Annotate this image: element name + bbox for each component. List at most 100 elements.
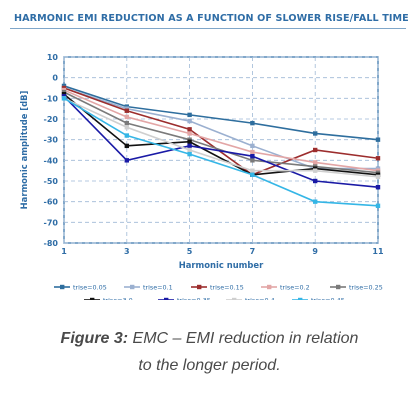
data-point [313, 199, 318, 204]
data-point [124, 158, 129, 163]
x-tick-label: 7 [250, 247, 256, 256]
series-line [63, 89, 379, 172]
series-layer [61, 83, 381, 208]
series-line [63, 87, 378, 170]
legend-swatch-marker [267, 284, 272, 290]
x-tick-label: 5 [187, 247, 193, 256]
legend-label: trise=0.15 [210, 283, 244, 291]
data-point [124, 114, 129, 120]
y-tick-label: -80 [44, 239, 59, 248]
legend-label: trise=0.05 [73, 283, 107, 291]
y-tick-label: 0 [52, 74, 58, 83]
data-point [250, 120, 255, 126]
legend-label: trise=0.45 [311, 296, 345, 300]
data-point [375, 156, 381, 161]
data-point [187, 143, 192, 149]
legend-entry: trise=0.25 [330, 283, 383, 291]
data-point [375, 203, 381, 208]
legend-swatch-marker [298, 297, 303, 300]
legend-label: trise=0.25 [349, 283, 383, 291]
series-line [63, 97, 379, 178]
y-tick-label: -60 [44, 198, 59, 207]
legend-label: trise=0.2 [280, 283, 310, 291]
legend-label: trise=0.1 [143, 283, 173, 291]
legend-swatch-marker [60, 284, 65, 290]
y-tick-label: -10 [44, 94, 59, 103]
figure-caption-line-1: Figure 3: EMC – EMI reduction in relatio… [0, 330, 419, 348]
legend-entry: trise=0.15 [191, 283, 244, 291]
legend-swatch-marker [130, 284, 135, 290]
data-point [187, 151, 192, 157]
data-point [124, 133, 129, 138]
axes: 10 0 -10 -20 -30 -40 -50 -60 -70 -801 3 5 7 9 11 [44, 53, 384, 256]
data-point [187, 131, 192, 136]
legend-entry: trise=0.45 [292, 296, 345, 300]
legend-entry: trise=0.4 [226, 296, 275, 300]
legend-entry: trise=0.35 [158, 296, 211, 300]
data-point [124, 120, 129, 126]
chart-title: HARMONIC EMI REDUCTION AS A FUNCTION OF … [14, 13, 409, 24]
legend-swatch-marker [164, 297, 169, 300]
data-point [375, 185, 381, 190]
y-tick-label: -40 [44, 156, 59, 165]
data-point [375, 174, 381, 180]
legend-swatch-marker [232, 297, 237, 300]
x-tick-label: 3 [124, 247, 130, 256]
series-line [63, 91, 379, 174]
y-tick-label: -70 [44, 218, 59, 227]
data-point [250, 143, 255, 149]
data-point [187, 147, 192, 153]
data-point [250, 158, 255, 163]
legend-entry: trise=0.05 [54, 283, 107, 291]
data-point [313, 178, 318, 184]
series-line [63, 87, 379, 176]
line-chart: 10 0 -10 -20 -30 -40 -50 -60 -70 -801 3 5 7 9 11 trise… [19, 53, 384, 300]
data-point [61, 96, 67, 101]
y-axis-label: Harmonic amplitude [dB] [19, 90, 29, 209]
data-point [313, 131, 318, 136]
series-line [63, 93, 379, 176]
figure-caption-text: EMC – EMI reduction in relation [128, 330, 359, 347]
legend-swatch-marker [90, 297, 95, 300]
title-divider [10, 28, 406, 29]
legend-label: trise=0.4 [245, 296, 275, 300]
series-trise-0-45 [61, 96, 381, 208]
legend: trise=0.05 trise=0.1 trise=0.15 trise=0.2 tr… [54, 283, 383, 300]
figure-caption-line-2: to the longer period. [138, 357, 281, 374]
data-point [124, 108, 129, 113]
data-point [187, 118, 192, 124]
data-point [313, 160, 318, 165]
data-point [187, 112, 192, 118]
series-line [63, 95, 379, 188]
data-point [250, 154, 255, 159]
legend-label: trise=0.35 [177, 296, 211, 300]
figure-caption-label: Figure 3: [60, 330, 129, 347]
data-point [375, 137, 381, 142]
data-point [313, 147, 318, 153]
data-point [124, 125, 129, 130]
legend-swatch-marker [197, 284, 202, 290]
data-point [250, 149, 255, 155]
y-tick-label: -50 [44, 177, 59, 186]
x-tick-label: 1 [61, 247, 67, 256]
y-tick-label: -30 [44, 136, 59, 145]
data-point [250, 172, 255, 177]
series-line [63, 85, 379, 141]
data-point [250, 168, 255, 173]
x-axis-label: Harmonic number [179, 260, 264, 270]
y-tick-label: -20 [44, 115, 59, 124]
data-point [187, 127, 192, 132]
legend-entry: trise=0.2 [261, 283, 310, 291]
data-point [124, 143, 129, 149]
series-line [63, 97, 379, 207]
legend-entry: trise=0.1 [124, 283, 173, 291]
data-point [313, 168, 318, 173]
x-tick-label: 11 [372, 247, 384, 256]
legend-entry: trise=3.0 [84, 296, 133, 300]
x-tick-label: 9 [312, 247, 318, 256]
y-tick-label: 10 [47, 53, 59, 62]
legend-swatch-marker [336, 284, 341, 290]
legend-label: trise=3.0 [103, 296, 133, 300]
data-point [187, 139, 192, 144]
